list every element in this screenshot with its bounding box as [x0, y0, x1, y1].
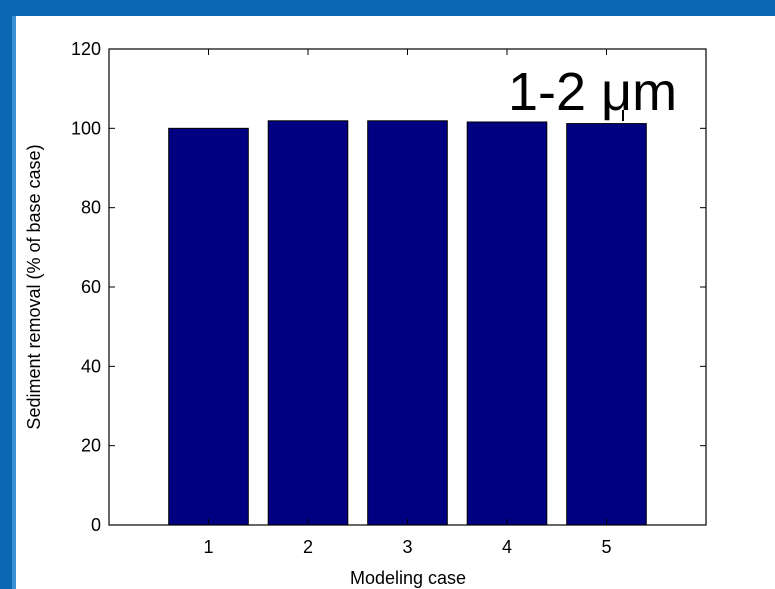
y-axis-label: Sediment removal (% of base case)	[24, 144, 44, 429]
bar-case-3	[367, 120, 448, 526]
bars-group	[168, 120, 647, 526]
x-tick-label: 4	[502, 537, 512, 557]
bar-case-5	[566, 123, 647, 526]
y-axis-ticks: 0 20 40 60 80 100 120	[71, 39, 706, 535]
slide-frame-left-accent	[12, 16, 16, 589]
x-tick-label: 5	[601, 537, 611, 557]
slide-frame-top	[0, 0, 775, 16]
x-axis-label: Modeling case	[350, 568, 466, 588]
x-tick-label: 1	[203, 537, 213, 557]
x-axis-ticks: 1 2 3 4 5	[203, 49, 612, 557]
y-tick-label: 120	[71, 39, 101, 59]
bar-case-4	[466, 121, 548, 526]
y-tick-label: 20	[81, 436, 101, 456]
x-tick-label: 3	[402, 537, 412, 557]
y-tick-label: 60	[81, 277, 101, 297]
y-tick-label: 0	[91, 515, 101, 535]
y-tick-label: 100	[71, 118, 101, 138]
y-tick-label: 40	[81, 356, 101, 376]
size-annotation: 1-2 μm	[508, 62, 677, 122]
bar-case-2	[267, 120, 349, 526]
y-tick-label: 80	[81, 198, 101, 218]
bar-case-1	[168, 127, 249, 526]
x-tick-label: 2	[303, 537, 313, 557]
